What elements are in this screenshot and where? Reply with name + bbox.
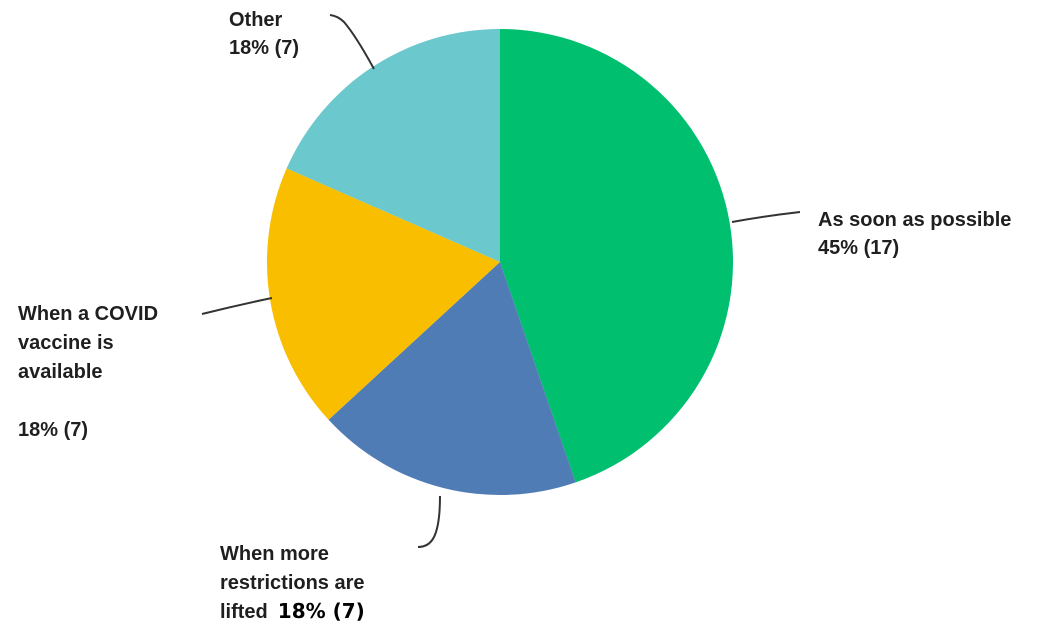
slice-label-line: When more: [220, 543, 329, 565]
slice-label-line: 18% (7): [229, 37, 299, 59]
slice-label-line: restrictions are: [220, 572, 365, 594]
pie-slice-when-vaccine-available: [266, 168, 500, 420]
slice-label-line: [18, 390, 24, 412]
slice-label-line: vaccine is: [18, 332, 114, 354]
leader-line-when-more-restrictions: [417, 495, 441, 548]
slice-label-line: available: [18, 361, 103, 383]
slice-label-other: Other 18% (7): [229, 9, 299, 59]
slice-value-label: 18% (7): [278, 599, 365, 623]
slice-label-line: lifted: [220, 601, 268, 623]
leader-line-other: [329, 14, 375, 70]
slice-label-line: 45% (17): [818, 237, 899, 259]
pie-slice-other: [286, 29, 500, 262]
slice-label-as-soon-as-possible: As soon as possible 45% (17): [818, 209, 1011, 259]
pie-slice-when-more-restrictions: [328, 262, 576, 496]
pie-slices: [266, 29, 734, 496]
slice-label-line: When a COVID: [18, 303, 158, 325]
slice-label-line: Other: [229, 9, 283, 31]
slice-label-when-vaccine-available: When a COVID vaccine is available 18% (7): [18, 303, 158, 441]
slice-labels: As soon as possible 45% (17) When more rest…: [18, 9, 1011, 623]
leader-lines: [201, 14, 801, 548]
leader-line-when-vaccine-available: [201, 297, 273, 315]
slice-label-when-more-restrictions: When more restrictions are lifted 18% (7): [220, 543, 365, 623]
leader-line-as-soon-as-possible: [731, 211, 801, 223]
slice-label-line: As soon as possible: [818, 209, 1011, 231]
pie-slice-as-soon-as-possible: [500, 29, 734, 483]
slice-label-line: 18% (7): [18, 419, 88, 441]
